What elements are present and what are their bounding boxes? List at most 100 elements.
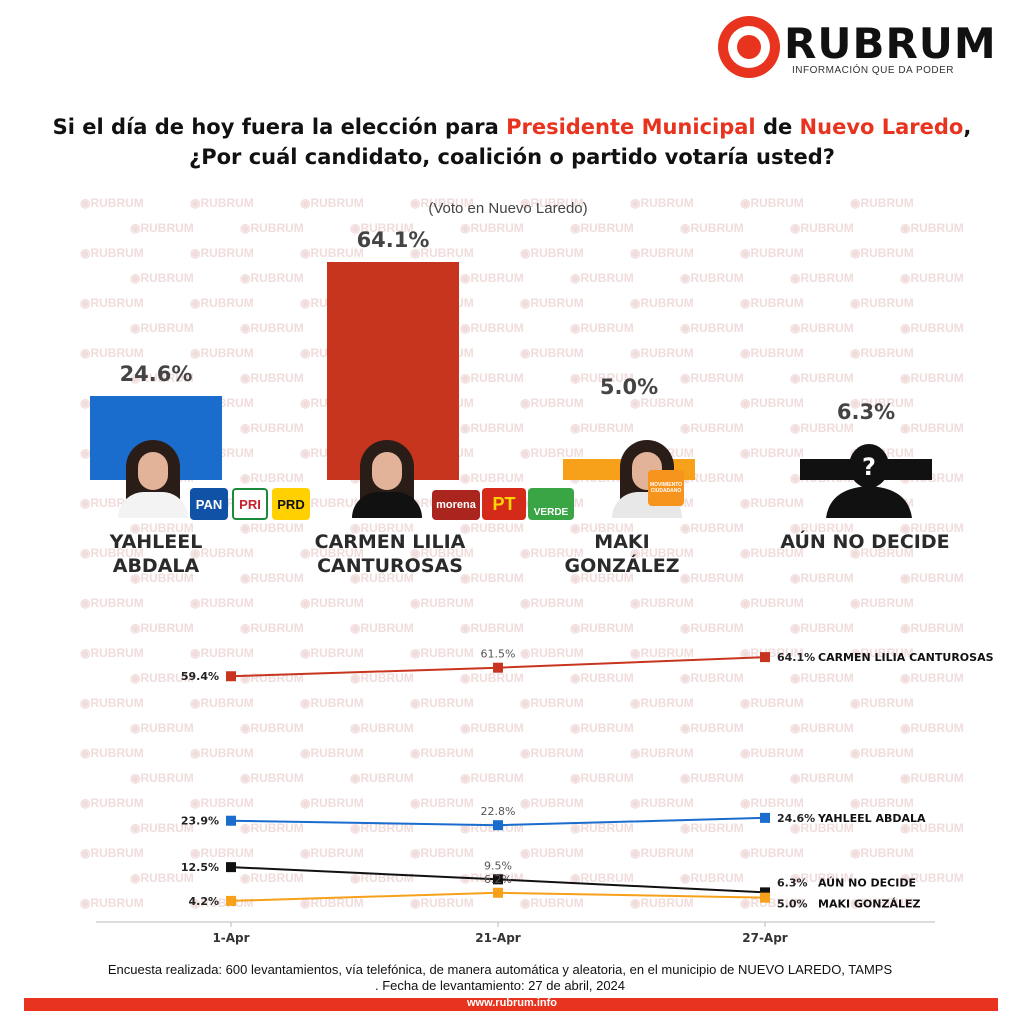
watermark: ◉RUBRUM: [240, 521, 304, 535]
watermark: ◉RUBRUM: [680, 871, 744, 885]
watermark: ◉RUBRUM: [740, 296, 804, 310]
watermark: ◉RUBRUM: [630, 396, 694, 410]
watermark: ◉RUBRUM: [520, 546, 584, 560]
watermark: ◉RUBRUM: [190, 796, 254, 810]
watermark: ◉RUBRUM: [520, 446, 584, 460]
watermark: ◉RUBRUM: [740, 496, 804, 510]
data-point: [493, 874, 503, 885]
watermark: ◉RUBRUM: [570, 571, 634, 585]
watermark: ◉RUBRUM: [900, 671, 964, 685]
series-name-label: YAHLEEL ABDALA: [817, 812, 926, 825]
pri-logo-icon: PRI: [232, 488, 268, 520]
watermark: ◉RUBRUM: [410, 896, 474, 910]
svg-text:?: ?: [862, 453, 876, 481]
watermark: ◉RUBRUM: [900, 871, 964, 885]
watermark: ◉RUBRUM: [190, 596, 254, 610]
watermark: ◉RUBRUM: [80, 696, 144, 710]
data-point: [760, 887, 770, 898]
watermark: ◉RUBRUM: [80, 846, 144, 860]
watermark: ◉RUBRUM: [410, 546, 474, 560]
watermark: ◉RUBRUM: [680, 221, 744, 235]
watermark: ◉RUBRUM: [790, 221, 854, 235]
data-point: [226, 895, 236, 906]
watermark: ◉RUBRUM: [570, 621, 634, 635]
candidate-name-maki: MAKI GONZÁLEZ: [564, 531, 680, 577]
watermark: ◉RUBRUM: [900, 721, 964, 735]
watermark: ◉RUBRUM: [80, 296, 144, 310]
watermark: ◉RUBRUM: [520, 596, 584, 610]
watermark: ◉RUBRUM: [630, 246, 694, 260]
watermark: ◉RUBRUM: [460, 571, 524, 585]
watermark: ◉RUBRUM: [130, 571, 194, 585]
watermark: ◉RUBRUM: [300, 896, 364, 910]
data-label: 6.3%: [777, 876, 808, 889]
data-point: [760, 812, 770, 823]
watermark: ◉RUBRUM: [300, 496, 364, 510]
data-point: [493, 887, 503, 898]
watermark: ◉RUBRUM: [460, 721, 524, 735]
watermark: ◉RUBRUM: [630, 196, 694, 210]
watermark: ◉RUBRUM: [850, 596, 914, 610]
morena-logo-icon: morena: [432, 490, 480, 520]
watermark: ◉RUBRUM: [520, 246, 584, 260]
watermark: ◉RUBRUM: [900, 421, 964, 435]
footer-url: www.rubrum.info: [466, 997, 558, 1009]
watermark: ◉RUBRUM: [570, 771, 634, 785]
watermark: ◉RUBRUM: [410, 796, 474, 810]
watermark: ◉RUBRUM: [240, 621, 304, 635]
watermark: ◉RUBRUM: [790, 271, 854, 285]
watermark: ◉RUBRUM: [790, 371, 854, 385]
data-label: 6.2%: [484, 873, 512, 886]
watermark: ◉RUBRUM: [790, 421, 854, 435]
watermark: ◉RUBRUM: [80, 346, 144, 360]
watermark: ◉RUBRUM: [520, 296, 584, 310]
watermark: ◉RUBRUM: [740, 196, 804, 210]
watermark: ◉RUBRUM: [300, 646, 364, 660]
watermark: ◉RUBRUM: [410, 646, 474, 660]
watermark: ◉RUBRUM: [740, 596, 804, 610]
watermark: ◉RUBRUM: [460, 221, 524, 235]
footer-bar: [24, 998, 998, 1011]
watermark: ◉RUBRUM: [630, 896, 694, 910]
data-label: 12.5%: [181, 861, 219, 874]
watermark: ◉RUBRUM: [350, 671, 414, 685]
watermark: ◉RUBRUM: [630, 646, 694, 660]
watermark: ◉RUBRUM: [850, 846, 914, 860]
watermark: ◉RUBRUM: [240, 821, 304, 835]
survey-methodology-note: Encuesta realizada: 600 levantamientos, …: [107, 962, 893, 993]
watermark: ◉RUBRUM: [680, 521, 744, 535]
question-highlight-office: Presidente Municipal: [506, 115, 756, 139]
watermark: ◉RUBRUM: [300, 846, 364, 860]
watermark: ◉RUBRUM: [520, 646, 584, 660]
watermark: ◉RUBRUM: [80, 196, 144, 210]
question-text-3: ,: [963, 115, 972, 139]
watermark: ◉RUBRUM: [300, 596, 364, 610]
watermark: ◉RUBRUM: [130, 221, 194, 235]
watermark: ◉RUBRUM: [680, 371, 744, 385]
watermark: ◉RUBRUM: [680, 771, 744, 785]
series-name-label: AÚN NO DECIDE: [818, 876, 916, 889]
bar-chart: PAN PRI PRD YAHLEEL ABDALA morena PT VERD…: [90, 228, 950, 577]
watermark: ◉RUBRUM: [790, 821, 854, 835]
watermark: ◉RUBRUM: [80, 596, 144, 610]
watermark: ◉RUBRUM: [240, 221, 304, 235]
watermark: ◉RUBRUM: [790, 521, 854, 535]
candidate-name-yahleel: YAHLEEL ABDALA: [109, 531, 203, 577]
bar-value-label: 6.3%: [836, 399, 896, 424]
watermark: ◉RUBRUM: [900, 271, 964, 285]
data-label: 64.1%: [777, 651, 815, 664]
watermark: ◉RUBRUM: [570, 321, 634, 335]
watermark: ◉RUBRUM: [790, 571, 854, 585]
watermark: ◉RUBRUM: [80, 896, 144, 910]
watermark: ◉RUBRUM: [460, 621, 524, 635]
x-tick-label: 21-Apr: [475, 931, 521, 945]
watermark: ◉RUBRUM: [130, 871, 194, 885]
series-name-label: CARMEN LILIA CANTUROSAS: [818, 651, 994, 664]
watermark: ◉RUBRUM: [630, 546, 694, 560]
candidate-photo-carmen: [352, 440, 422, 518]
watermark: ◉RUBRUM: [350, 721, 414, 735]
bar-value-label: 5.0%: [599, 375, 659, 399]
watermark: ◉RUBRUM: [410, 746, 474, 760]
watermark: ◉RUBRUM: [410, 596, 474, 610]
watermark: ◉RUBRUM: [300, 796, 364, 810]
